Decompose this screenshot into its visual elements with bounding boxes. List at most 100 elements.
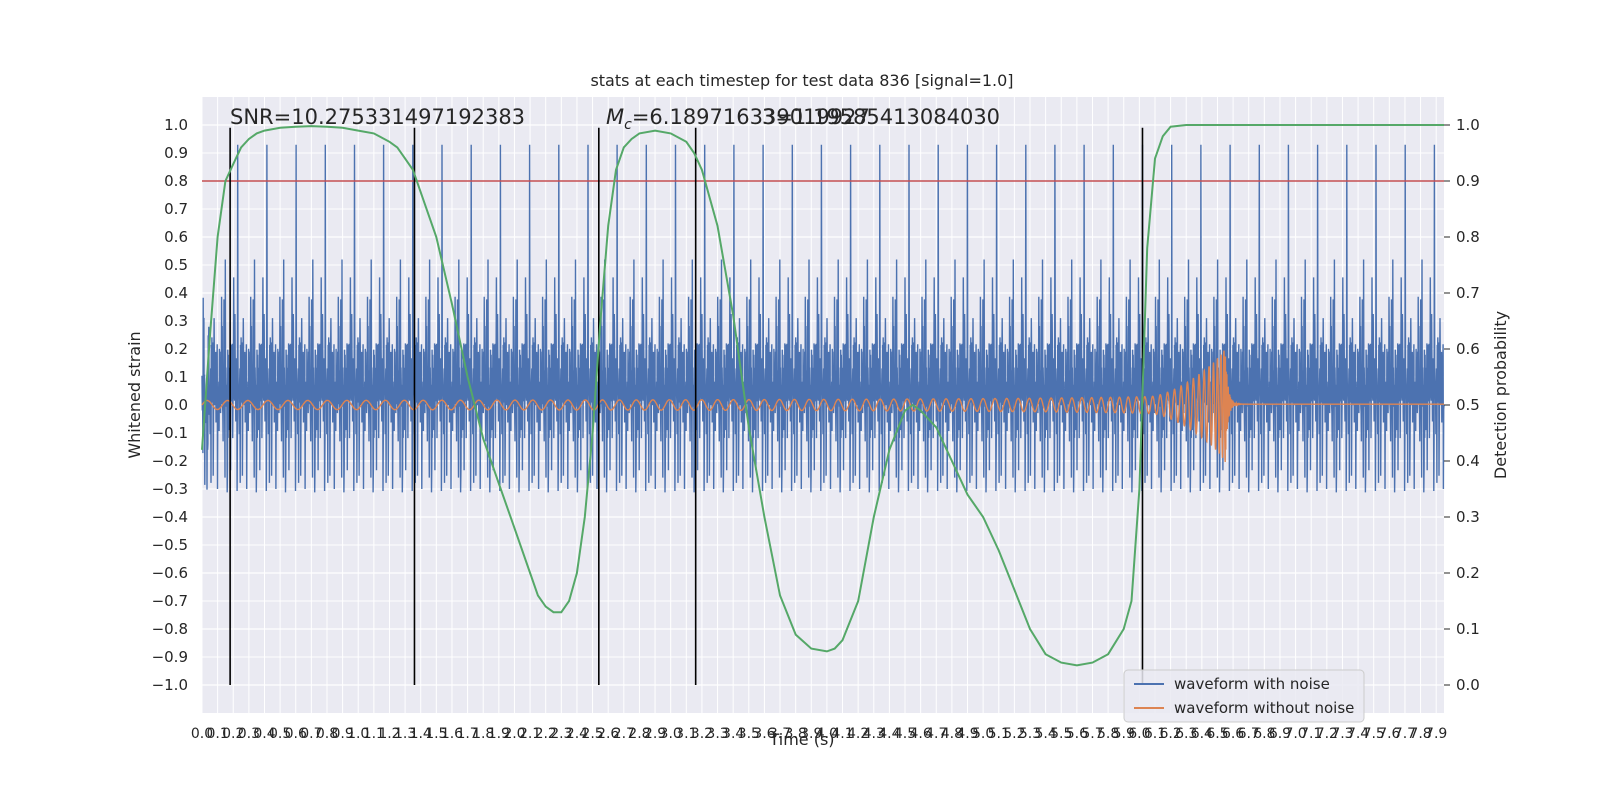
legend-box <box>1123 669 1365 723</box>
legend-label-clean: waveform without noise <box>1174 699 1354 717</box>
y-tick-label: 0.6 <box>164 228 188 246</box>
overlap-annotation: 3=1.19585413084030 <box>762 105 1000 129</box>
x-tick-label: 6.1 <box>1144 726 1166 742</box>
x-tick-label: 5.3 <box>1019 726 1041 742</box>
x-tick-label: 6.6 <box>1222 726 1244 742</box>
x-tick-label: 0.9 <box>331 726 353 742</box>
legend-label-noise: waveform with noise <box>1174 675 1330 693</box>
x-tick-label: 0.5 <box>269 726 291 742</box>
x-tick-label: 5.9 <box>1113 726 1135 742</box>
detection-probability-line <box>201 124 1444 667</box>
x-tick-label: 3.2 <box>691 726 713 742</box>
x-tick-label: 4.5 <box>894 726 916 742</box>
x-tick-label: 5.1 <box>988 726 1010 742</box>
x-tick-label: 4.7 <box>925 726 947 742</box>
x-tick-label: 1.5 <box>425 726 447 742</box>
waveform-without-noise-line <box>201 350 1444 463</box>
x-tick-label: 7.2 <box>1316 726 1338 742</box>
x-tick-label: 3.9 <box>800 726 822 742</box>
snr-annotation: SNR=10.275331497192383 <box>230 105 525 129</box>
x-tick-label: 2.7 <box>613 726 635 742</box>
series-waveform-with-noise <box>201 144 1445 493</box>
x-tick-label: 1.7 <box>456 726 478 742</box>
x-axis-ticks: 0.00.10.20.30.40.50.60.70.80.91.01.11.21… <box>191 726 1447 742</box>
x-tick-label: 0.8 <box>316 726 338 742</box>
x-tick-label: 1.4 <box>410 726 432 742</box>
y2-tick-label: 0.5 <box>1456 396 1480 414</box>
y-tick-label: 0.5 <box>164 256 188 274</box>
x-tick-label: 3.3 <box>706 726 728 742</box>
y2-tick-label: 0.8 <box>1456 228 1480 246</box>
x-tick-label: 2.8 <box>628 726 650 742</box>
x-tick-label: 2.2 <box>535 726 557 742</box>
waveform-with-noise-line <box>201 144 1445 493</box>
y2-tick-label: 0.7 <box>1456 284 1480 302</box>
y-tick-label: −0.4 <box>152 508 188 526</box>
x-tick-label: 3.4 <box>722 726 744 742</box>
x-tick-label: 4.3 <box>863 726 885 742</box>
series-waveform-without-noise <box>201 350 1444 463</box>
y2-tick-label: 0.2 <box>1456 564 1480 582</box>
x-tick-label: 0.4 <box>253 726 275 742</box>
x-tick-label: 7.1 <box>1300 726 1322 742</box>
x-tick-label: 6.8 <box>1253 726 1275 742</box>
y-tick-label: −0.6 <box>152 564 188 582</box>
x-tick-label: 5.7 <box>1081 726 1103 742</box>
x-tick-label: 5.5 <box>1050 726 1072 742</box>
x-tick-label: 4.0 <box>816 726 838 742</box>
x-tick-label: 5.4 <box>1034 726 1056 742</box>
y2-tick-label: 0.0 <box>1456 676 1480 694</box>
x-tick-label: 6.7 <box>1238 726 1260 742</box>
chirp-mass-annotation: Mc=6.189716339019927 <box>606 105 870 133</box>
x-tick-label: 6.4 <box>1191 726 1213 742</box>
chirp-mass-subscript: c <box>624 117 632 133</box>
x-tick-label: 6.2 <box>1159 726 1181 742</box>
series-detection-probability <box>201 124 1444 667</box>
x-tick-label: 0.2 <box>222 726 244 742</box>
x-tick-label: 3.5 <box>738 726 760 742</box>
x-tick-label: 1.0 <box>347 726 369 742</box>
x-tick-label: 0.6 <box>285 726 307 742</box>
legend: waveform with noise waveform without noi… <box>1123 669 1365 723</box>
x-tick-label: 3.0 <box>660 726 682 742</box>
x-tick-label: 7.6 <box>1378 726 1400 742</box>
x-tick-label: 3.6 <box>753 726 775 742</box>
y2-tick-label: 0.9 <box>1456 172 1480 190</box>
chart-title: stats at each timestep for test data 836… <box>590 71 1013 90</box>
y-tick-label: 0.4 <box>164 284 188 302</box>
x-tick-label: 4.6 <box>910 726 932 742</box>
x-tick-label: 7.9 <box>1425 726 1447 742</box>
x-tick-label: 6.5 <box>1206 726 1228 742</box>
x-tick-label: 3.1 <box>675 726 697 742</box>
x-tick-label: 0.3 <box>238 726 260 742</box>
y2-axis-ticks: 0.0 0.1 0.2 0.3 0.4 0.5 0.6 0.7 0.8 0.9 1.0 <box>1444 116 1480 694</box>
y2-axis-label: Detection probability <box>1491 311 1510 479</box>
y-tick-label: −0.1 <box>152 424 188 442</box>
y-tick-label: 0.3 <box>164 312 188 330</box>
x-tick-label: 6.3 <box>1175 726 1197 742</box>
x-tick-label: 2.3 <box>550 726 572 742</box>
y2-tick-label: 0.3 <box>1456 508 1480 526</box>
y-axis-ticks: −1.0 −0.9 −0.8 −0.7 −0.6 −0.5 −0.4 −0.3 −0.2 −0.1… <box>152 116 188 694</box>
chirp-mass-value: =6.189716339019927 <box>632 105 870 129</box>
y-tick-label: −1.0 <box>152 676 188 694</box>
x-tick-label: 2.1 <box>519 726 541 742</box>
x-tick-label: 0.1 <box>206 726 228 742</box>
y2-tick-label: 1.0 <box>1456 116 1480 134</box>
y-tick-label: −0.5 <box>152 536 188 554</box>
y-tick-label: −0.2 <box>152 452 188 470</box>
x-tick-label: 0.0 <box>191 726 213 742</box>
x-tick-label: 3.7 <box>769 726 791 742</box>
y-tick-label: 0.8 <box>164 172 188 190</box>
x-tick-label: 2.4 <box>566 726 588 742</box>
x-tick-label: 6.0 <box>1128 726 1150 742</box>
x-tick-label: 5.8 <box>1097 726 1119 742</box>
y-tick-label: −0.3 <box>152 480 188 498</box>
x-tick-label: 7.3 <box>1331 726 1353 742</box>
x-tick-label: 4.8 <box>941 726 963 742</box>
x-tick-label: 7.7 <box>1394 726 1416 742</box>
y-tick-label: −0.7 <box>152 592 188 610</box>
x-tick-label: 1.6 <box>441 726 463 742</box>
